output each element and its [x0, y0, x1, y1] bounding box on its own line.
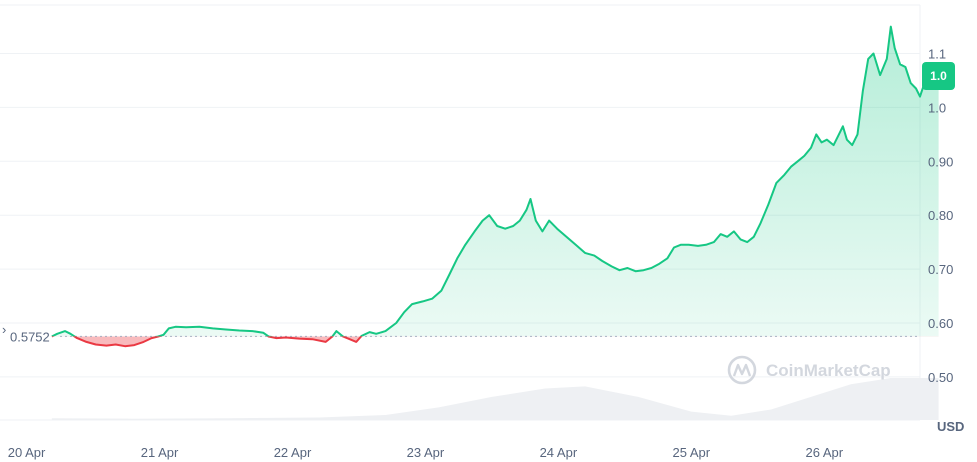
x-tick-label: 22 Apr	[274, 445, 312, 460]
price-area	[51, 26, 939, 347]
y-tick-label: 0.90	[928, 154, 953, 169]
current-price-text: 1.0	[930, 69, 947, 83]
x-axis: 20 Apr 21 Apr 22 Apr 23 Apr 24 Apr 25 Apr 26 A…	[8, 445, 844, 460]
x-tick-label: 23 Apr	[407, 445, 445, 460]
currency-label: USD	[937, 419, 964, 434]
y-tick-label: 0.60	[928, 316, 953, 331]
volume-area	[51, 378, 939, 420]
area-up	[52, 26, 939, 337]
x-tick-label: 20 Apr	[8, 445, 46, 460]
area-down	[51, 336, 939, 347]
x-tick-label: 25 Apr	[673, 445, 711, 460]
y-tick-label: 0.50	[928, 370, 953, 385]
y-tick-label: 0.70	[928, 262, 953, 277]
current-price-badge-bg	[922, 62, 955, 90]
price-lines	[51, 25, 940, 348]
reference-label: › 0.5752	[2, 322, 50, 344]
x-tick-label: 26 Apr	[805, 445, 843, 460]
x-tick-label: 21 Apr	[141, 445, 179, 460]
current-price-badge: 1.0	[922, 62, 955, 90]
volume-bars	[51, 378, 939, 420]
watermark: CoinMarketCap	[727, 355, 891, 385]
watermark-text: CoinMarketCap	[766, 361, 891, 380]
y-tick-label: 0.80	[928, 208, 953, 223]
price-line-up	[51, 25, 940, 337]
y-axis: 1.1 1.0 0.90 0.80 0.70 0.60 0.50	[928, 47, 953, 385]
y-tick-label: 1.0	[928, 100, 946, 115]
x-tick-label: 24 Apr	[540, 445, 578, 460]
reference-marker-icon: ›	[2, 322, 6, 337]
coinmarketcap-logo-icon	[727, 355, 757, 385]
reference-price-label: 0.5752	[10, 329, 50, 344]
y-tick-label: 1.1	[928, 47, 946, 62]
